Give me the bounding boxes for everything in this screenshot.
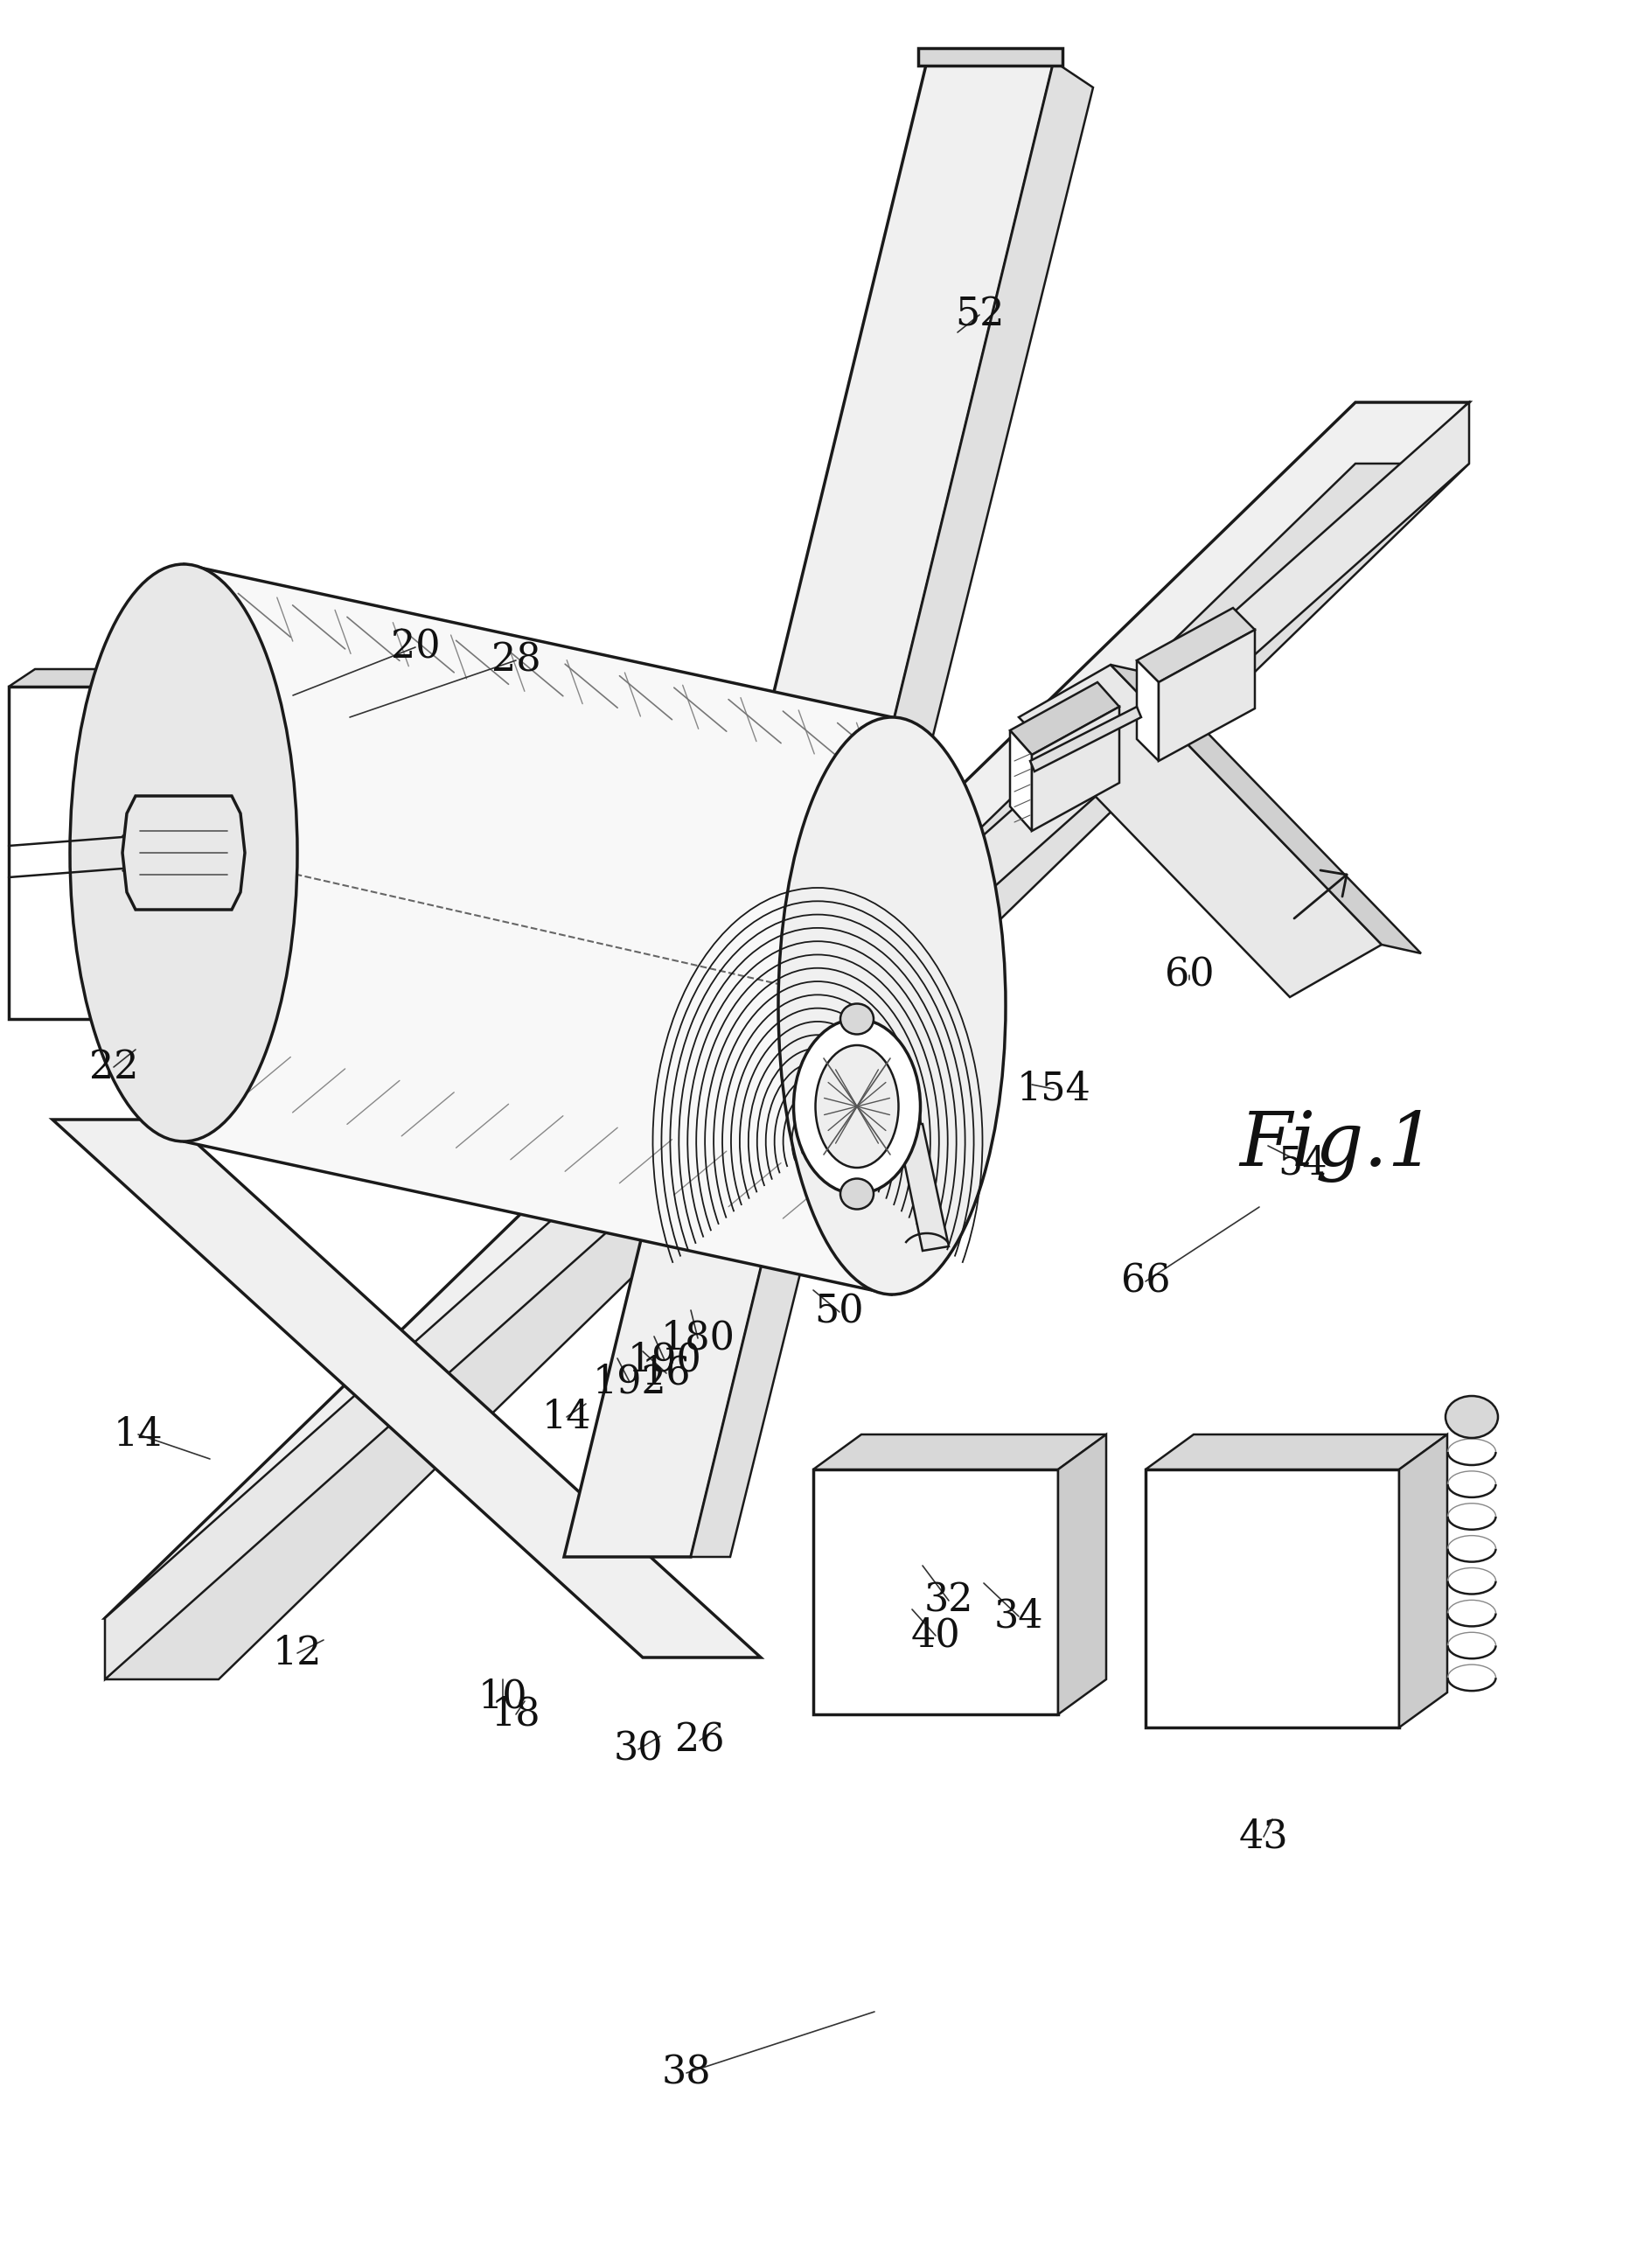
Text: 26: 26 [676, 1721, 725, 1760]
Ellipse shape [815, 1046, 899, 1168]
Polygon shape [1111, 665, 1420, 953]
Text: Fig.1: Fig.1 [1240, 1109, 1437, 1182]
Text: 22: 22 [89, 1048, 138, 1086]
Ellipse shape [840, 1005, 873, 1034]
Polygon shape [8, 687, 132, 1018]
Polygon shape [1159, 631, 1254, 762]
Polygon shape [1031, 708, 1141, 771]
Polygon shape [1059, 1433, 1106, 1715]
Polygon shape [1009, 730, 1032, 830]
Polygon shape [1032, 708, 1120, 830]
Text: 40: 40 [911, 1617, 960, 1653]
Polygon shape [8, 669, 158, 687]
Text: 14: 14 [113, 1415, 163, 1454]
Polygon shape [814, 1433, 1106, 1470]
Text: 28: 28 [492, 642, 541, 678]
Text: 32: 32 [924, 1581, 973, 1619]
Polygon shape [919, 48, 1062, 66]
Polygon shape [1009, 683, 1120, 755]
Ellipse shape [778, 717, 1006, 1295]
Text: 16: 16 [641, 1354, 690, 1393]
Text: 154: 154 [1016, 1070, 1092, 1107]
Polygon shape [105, 401, 1470, 1617]
Text: 52: 52 [955, 297, 1004, 333]
Text: 34: 34 [995, 1597, 1044, 1635]
Text: 190: 190 [628, 1340, 702, 1379]
Polygon shape [896, 1125, 949, 1250]
Text: 54: 54 [1277, 1145, 1328, 1182]
Polygon shape [814, 1470, 1059, 1715]
Polygon shape [105, 463, 1470, 1678]
Polygon shape [1136, 660, 1159, 762]
Text: 10: 10 [478, 1678, 528, 1715]
Ellipse shape [840, 1179, 873, 1209]
Text: 192: 192 [592, 1363, 667, 1402]
Polygon shape [1019, 665, 1381, 998]
Ellipse shape [71, 565, 298, 1141]
Text: 38: 38 [661, 2055, 712, 2091]
Polygon shape [1146, 1470, 1399, 1728]
Polygon shape [184, 565, 893, 1295]
Ellipse shape [794, 1018, 921, 1193]
Text: 43: 43 [1240, 1819, 1289, 1855]
Polygon shape [53, 1120, 761, 1658]
Text: 180: 180 [661, 1320, 735, 1356]
Polygon shape [690, 61, 1093, 1556]
Polygon shape [1399, 1433, 1447, 1728]
Text: 18: 18 [492, 1696, 541, 1733]
Text: 60: 60 [1164, 957, 1213, 993]
Text: 14: 14 [543, 1397, 592, 1436]
Ellipse shape [1445, 1397, 1498, 1438]
Text: 66: 66 [1121, 1263, 1171, 1300]
Polygon shape [122, 796, 245, 909]
Text: 12: 12 [273, 1635, 322, 1672]
Polygon shape [1136, 608, 1254, 683]
Text: 20: 20 [391, 628, 441, 667]
Polygon shape [105, 401, 1470, 1678]
Text: 50: 50 [815, 1293, 865, 1331]
Polygon shape [132, 669, 158, 1018]
Polygon shape [1146, 1433, 1447, 1470]
Polygon shape [564, 61, 1054, 1556]
Text: 30: 30 [613, 1730, 663, 1769]
